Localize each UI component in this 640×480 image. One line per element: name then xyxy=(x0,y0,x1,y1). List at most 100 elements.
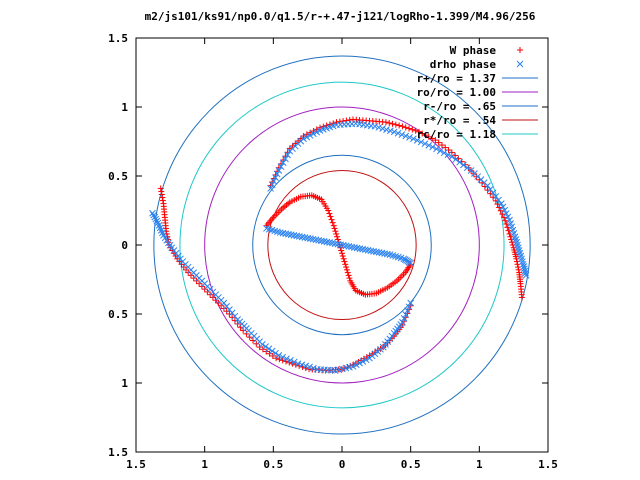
point xyxy=(343,266,350,273)
point xyxy=(340,255,347,262)
point xyxy=(444,151,452,159)
point xyxy=(298,361,306,369)
point xyxy=(386,120,393,127)
point xyxy=(386,127,394,135)
point xyxy=(501,206,508,214)
circle-1 xyxy=(204,106,480,384)
point xyxy=(223,308,230,315)
legend-label: ro/ro = 1.00 xyxy=(417,86,496,99)
point xyxy=(279,353,287,361)
point xyxy=(287,357,294,364)
point xyxy=(506,230,513,237)
point xyxy=(306,363,313,371)
point xyxy=(422,132,429,139)
legend-label: r-/ro = .65 xyxy=(423,100,496,113)
circle-4 xyxy=(179,81,505,409)
y-tick-label: 0 xyxy=(121,239,128,252)
circle-0 xyxy=(153,55,531,435)
point xyxy=(151,213,159,221)
x-tick-label: 1.5 xyxy=(538,458,558,471)
point xyxy=(486,185,494,193)
point xyxy=(267,185,274,192)
point xyxy=(302,362,310,370)
point xyxy=(438,142,445,149)
point xyxy=(442,144,449,151)
point xyxy=(407,299,415,307)
point xyxy=(433,145,440,153)
point xyxy=(398,131,406,138)
point xyxy=(419,130,426,137)
point xyxy=(332,228,339,235)
point xyxy=(303,133,311,141)
x-tick-label: 1 xyxy=(476,458,483,471)
point xyxy=(339,253,346,260)
legend-label: r+/ro = 1.37 xyxy=(417,72,496,85)
point xyxy=(382,119,389,126)
point xyxy=(158,191,165,198)
point xyxy=(334,233,341,240)
point xyxy=(325,207,332,214)
chart-title: m2/js101/ks91/np0.0/q1.5/r-+.47-j121/log… xyxy=(145,10,536,23)
legend-label: drho phase xyxy=(430,58,497,71)
point xyxy=(492,193,500,200)
point xyxy=(502,217,509,224)
point xyxy=(284,149,291,156)
legend-swatch xyxy=(517,47,523,53)
point xyxy=(429,135,436,142)
point xyxy=(379,125,387,132)
point xyxy=(410,135,417,143)
point xyxy=(341,258,348,265)
point xyxy=(371,122,379,130)
point xyxy=(243,330,250,337)
point xyxy=(394,129,402,137)
point xyxy=(407,259,415,267)
point xyxy=(273,170,281,178)
point xyxy=(290,358,298,366)
point xyxy=(270,177,278,185)
point xyxy=(262,343,269,350)
point xyxy=(504,224,511,231)
point xyxy=(240,327,247,334)
point xyxy=(399,318,406,326)
point xyxy=(421,140,429,148)
point xyxy=(284,151,291,159)
point xyxy=(342,261,349,268)
point xyxy=(275,352,283,359)
point xyxy=(356,359,363,367)
point xyxy=(258,341,266,348)
series-1 xyxy=(149,120,530,374)
point xyxy=(159,194,166,201)
point xyxy=(283,355,290,363)
point xyxy=(503,221,510,228)
point xyxy=(268,181,276,189)
point xyxy=(331,225,338,232)
point xyxy=(349,363,357,370)
point xyxy=(518,294,525,301)
point xyxy=(157,185,164,192)
point xyxy=(392,121,399,128)
x-tick-label: 1 xyxy=(201,458,208,471)
point xyxy=(150,211,157,219)
point xyxy=(272,349,279,357)
point xyxy=(339,250,345,257)
legend-label: r*/ro = .54 xyxy=(423,114,496,127)
point xyxy=(406,125,413,132)
point xyxy=(436,147,444,155)
point xyxy=(345,272,352,279)
point xyxy=(278,160,285,167)
circle-2 xyxy=(252,154,432,336)
y-tick-label: 0.5 xyxy=(108,308,128,321)
point xyxy=(509,239,516,246)
y-tick-label: 1 xyxy=(121,101,128,114)
point xyxy=(399,123,406,130)
point xyxy=(400,315,408,322)
point xyxy=(362,356,370,364)
point xyxy=(275,167,283,174)
point xyxy=(432,137,439,144)
y-tick-label: 1 xyxy=(121,377,128,390)
point xyxy=(435,139,442,146)
point xyxy=(406,134,413,141)
point xyxy=(344,269,351,276)
